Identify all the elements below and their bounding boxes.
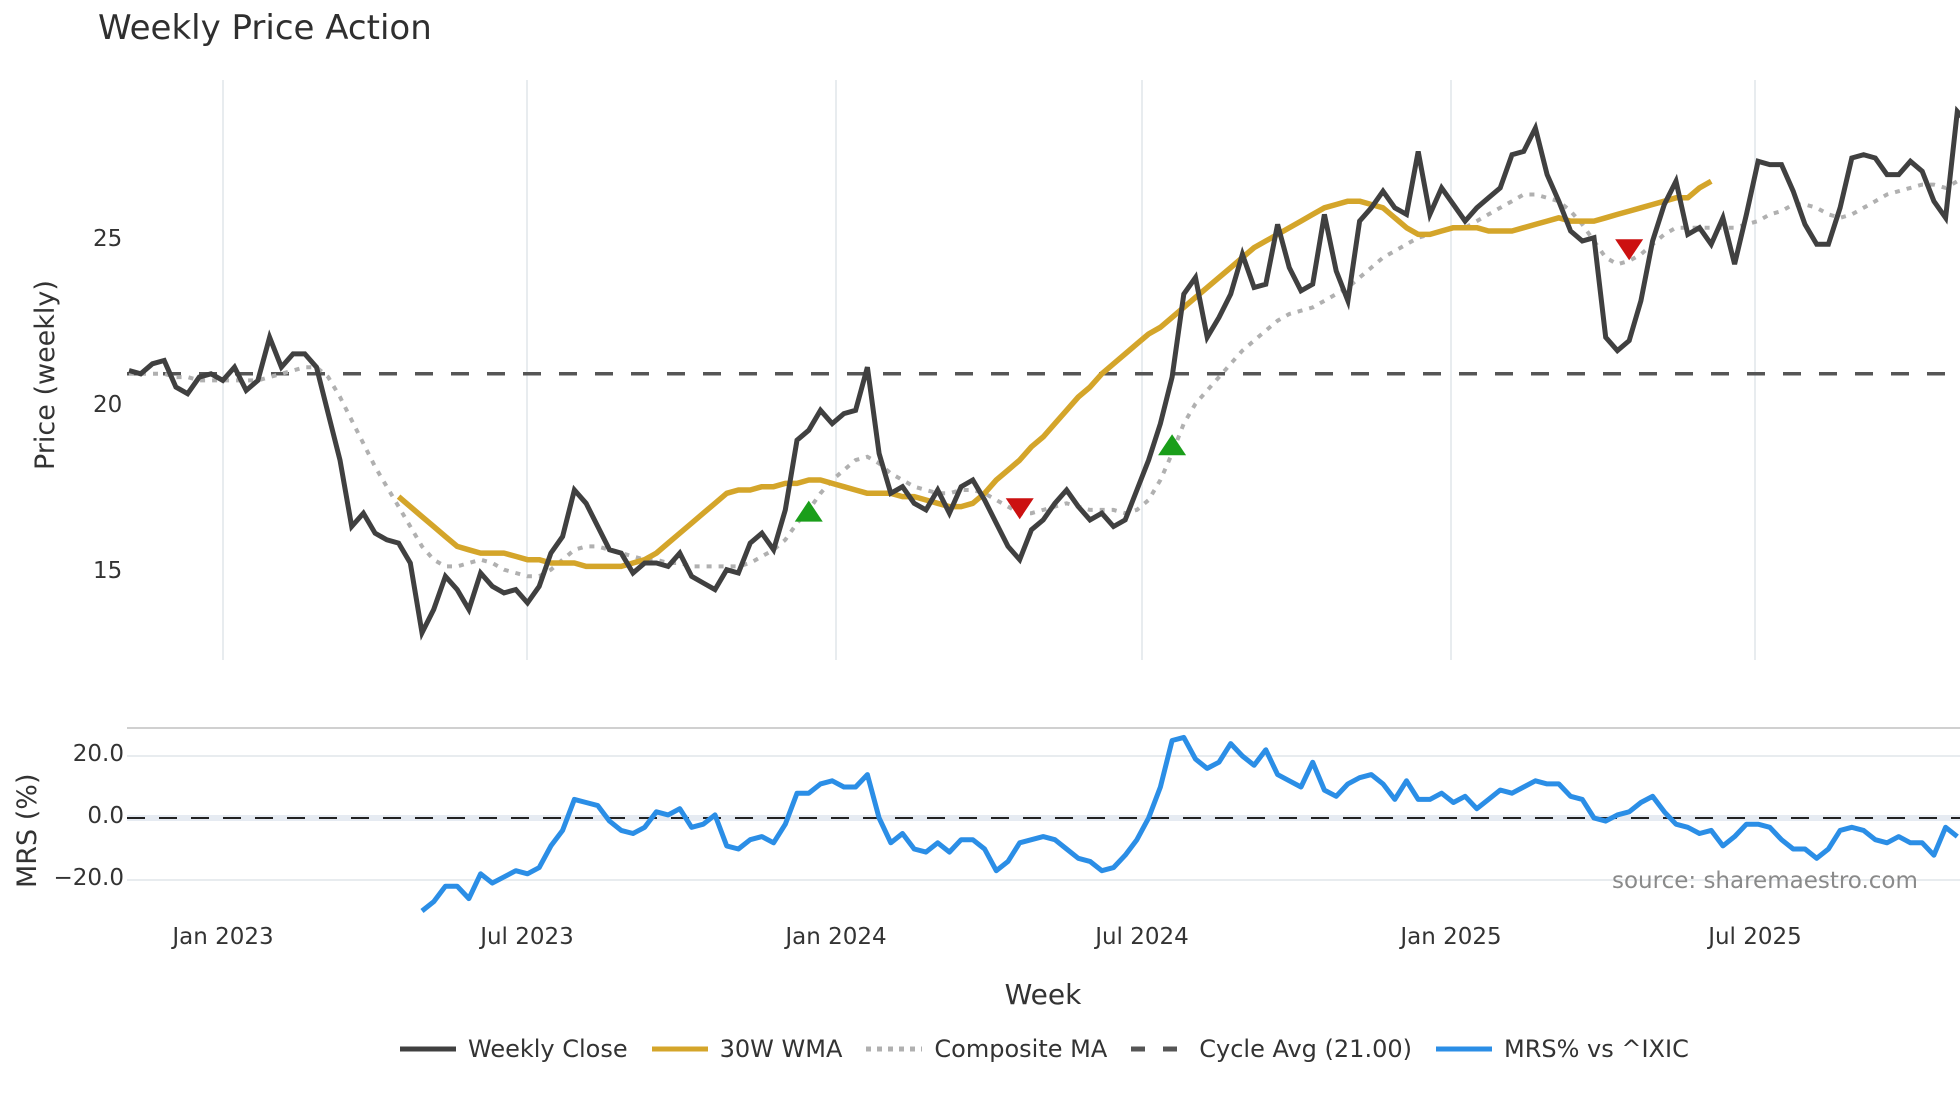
legend-label: Weekly Close bbox=[468, 1035, 628, 1063]
legend-label: MRS% vs ^IXIC bbox=[1503, 1035, 1689, 1063]
weekly-close-line bbox=[128, 105, 1960, 641]
legend-swatch-icon bbox=[651, 1046, 708, 1052]
legend-item[interactable]: MRS% vs ^IXIC bbox=[1434, 1035, 1689, 1063]
legend-label: Composite MA bbox=[934, 1035, 1108, 1063]
mrs-tick-label: −20.0 bbox=[53, 865, 124, 891]
price-panel bbox=[127, 105, 1960, 641]
mrs-tick-label: 0.0 bbox=[87, 803, 124, 829]
legend-label: Cycle Avg (21.00) bbox=[1199, 1035, 1412, 1063]
composite-ma-line bbox=[129, 177, 1960, 579]
x-tick-label: Jul 2025 bbox=[1708, 924, 1802, 950]
x-tick-label: Jan 2024 bbox=[785, 924, 887, 950]
chart-title: Weekly Price Action bbox=[98, 8, 432, 48]
mrs-panel bbox=[420, 734, 1959, 913]
legend-item[interactable]: Weekly Close bbox=[398, 1035, 628, 1063]
mrs-tick-label: 20.0 bbox=[72, 741, 124, 767]
mrs-axis-label: MRS (%) bbox=[12, 773, 43, 889]
legend: Weekly Close 30W WMA Composite MA Cycle Avg… bbox=[398, 1035, 1711, 1063]
price-tick-label: 25 bbox=[93, 226, 123, 252]
price-axis-label: Price (weekly) bbox=[30, 280, 61, 470]
x-tick-label: Jul 2024 bbox=[1095, 924, 1189, 950]
legend-swatch-icon bbox=[1131, 1046, 1188, 1052]
buy-signal-icon bbox=[794, 500, 823, 522]
legend-swatch-icon bbox=[1435, 1046, 1492, 1052]
price-tick-label: 20 bbox=[93, 392, 123, 418]
legend-item[interactable]: Cycle Avg (21.00) bbox=[1129, 1035, 1412, 1063]
x-tick-label: Jan 2023 bbox=[172, 924, 274, 950]
x-tick-label: Jul 2023 bbox=[480, 924, 574, 950]
legend-swatch-icon bbox=[400, 1046, 456, 1052]
sell-signal-icon bbox=[1615, 239, 1644, 261]
legend-item[interactable]: 30W WMA bbox=[650, 1035, 843, 1063]
buy-signal-icon bbox=[1158, 434, 1187, 456]
mrs-line bbox=[420, 734, 1959, 913]
legend-item[interactable]: Composite MA bbox=[864, 1035, 1107, 1063]
sell-signal-icon bbox=[1005, 498, 1034, 520]
legend-swatch-icon bbox=[866, 1046, 923, 1052]
source-annotation: source: sharemaestro.com bbox=[1612, 868, 1918, 894]
x-tick-label: Jan 2025 bbox=[1400, 924, 1502, 950]
price-tick-label: 15 bbox=[93, 558, 123, 584]
gridlines bbox=[127, 80, 1960, 881]
legend-label: 30W WMA bbox=[719, 1035, 843, 1063]
wma-line bbox=[396, 178, 1713, 570]
x-axis-label: Week bbox=[1004, 978, 1082, 1011]
